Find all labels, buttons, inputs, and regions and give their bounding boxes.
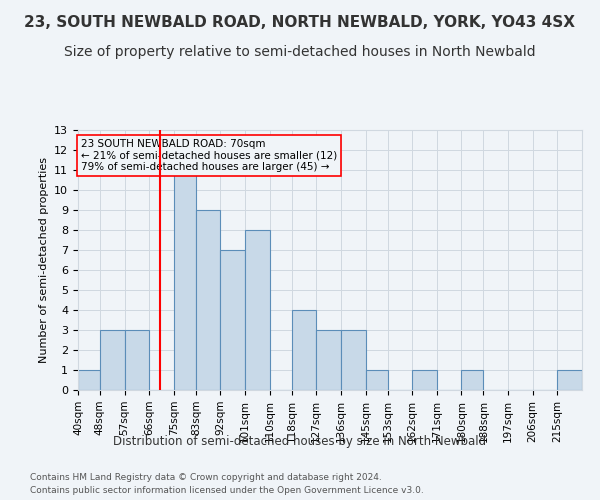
Bar (100, 330, 125, 390)
Bar (245, 230, 270, 390)
Bar (557, 370, 582, 390)
Bar (292, 310, 316, 390)
Bar (196, 210, 220, 390)
Text: Contains public sector information licensed under the Open Government Licence v3: Contains public sector information licen… (30, 486, 424, 495)
Bar (365, 370, 388, 390)
Text: Distribution of semi-detached houses by size in North Newbald: Distribution of semi-detached houses by … (113, 435, 487, 448)
Bar (461, 370, 484, 390)
Text: Size of property relative to semi-detached houses in North Newbald: Size of property relative to semi-detach… (64, 45, 536, 59)
Bar (341, 330, 365, 390)
Text: 23, SOUTH NEWBALD ROAD, NORTH NEWBALD, YORK, YO43 4SX: 23, SOUTH NEWBALD ROAD, NORTH NEWBALD, Y… (25, 15, 575, 30)
Text: Contains HM Land Registry data © Crown copyright and database right 2024.: Contains HM Land Registry data © Crown c… (30, 472, 382, 482)
Bar (78, 370, 100, 390)
Text: 23 SOUTH NEWBALD ROAD: 70sqm
← 21% of semi-detached houses are smaller (12)
79% : 23 SOUTH NEWBALD ROAD: 70sqm ← 21% of se… (81, 139, 337, 172)
Bar (125, 330, 149, 390)
Y-axis label: Number of semi-detached properties: Number of semi-detached properties (38, 157, 49, 363)
Bar (220, 250, 245, 390)
Bar (174, 170, 196, 390)
Bar (412, 370, 437, 390)
Bar (316, 330, 341, 390)
